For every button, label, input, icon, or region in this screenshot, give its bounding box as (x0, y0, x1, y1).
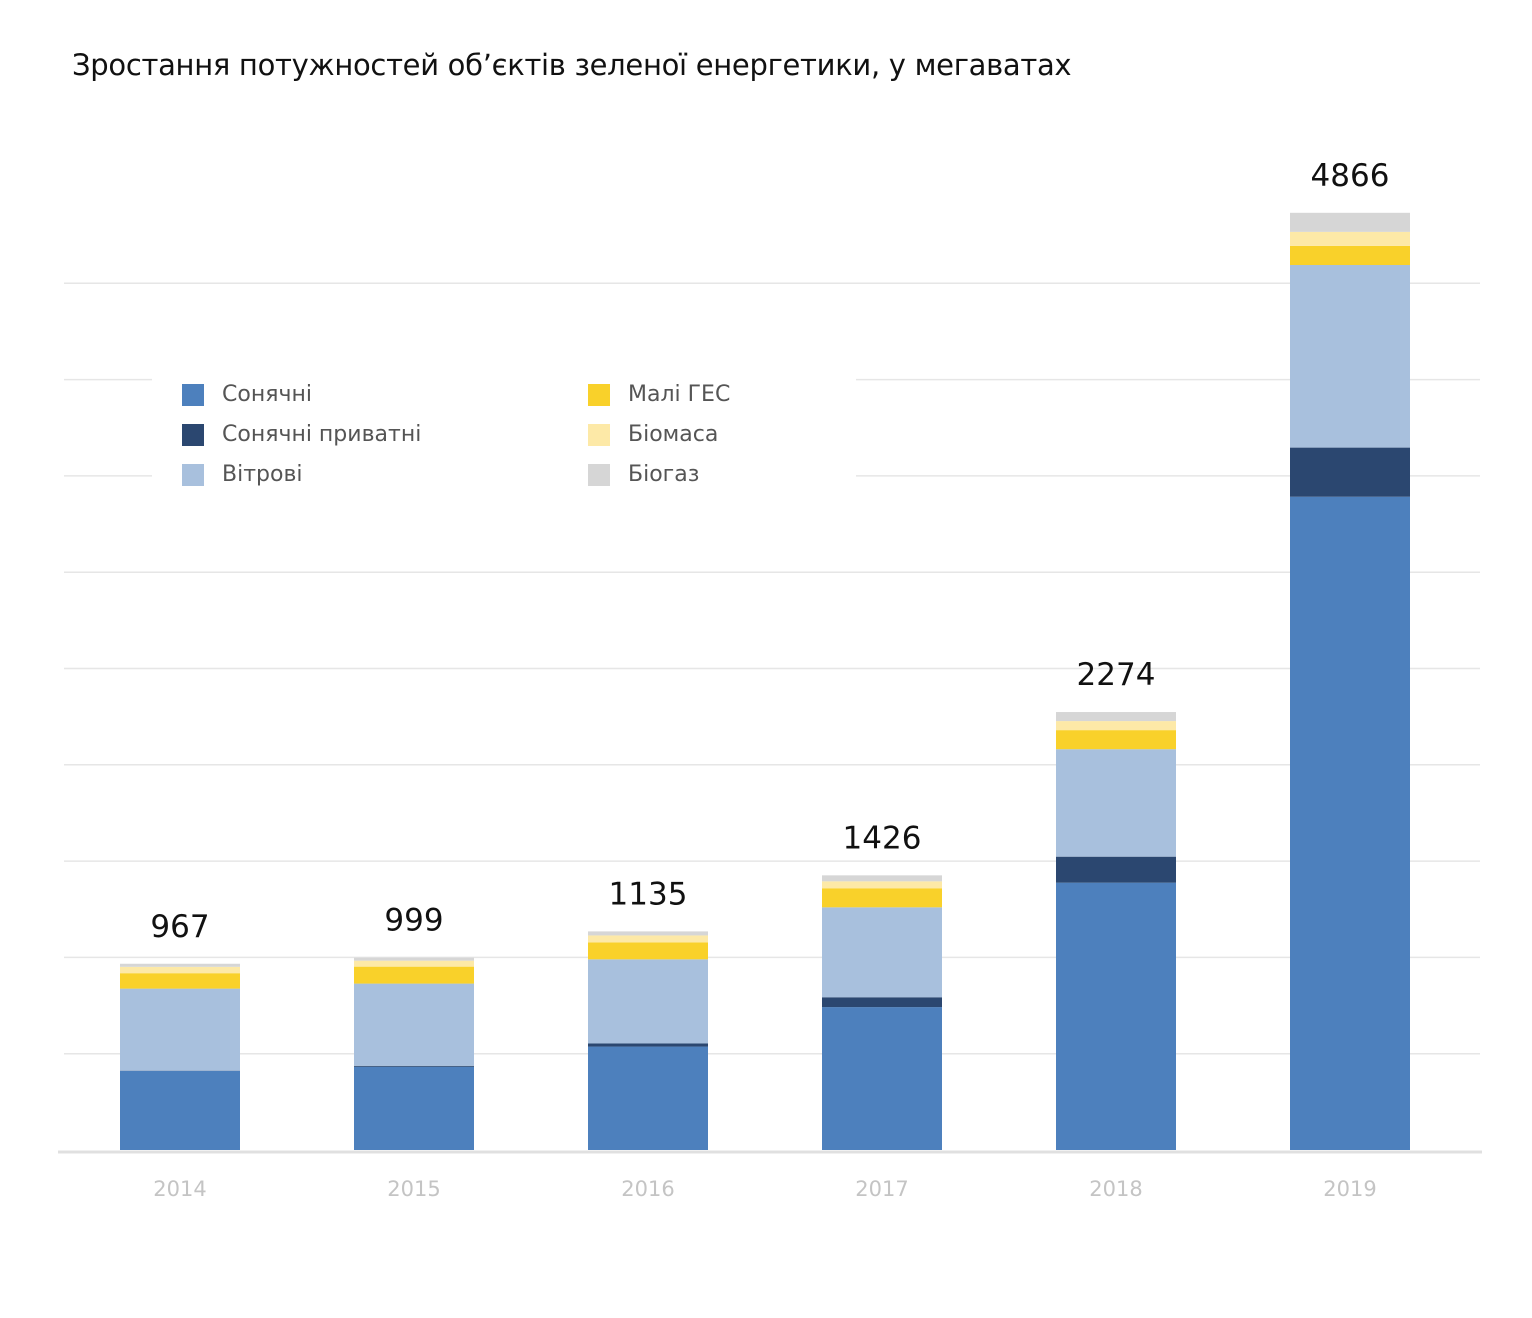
total-label: 967 (150, 909, 209, 945)
bar-segment (1290, 245, 1410, 266)
bar-segment (1056, 730, 1176, 750)
bar-segment (1290, 447, 1410, 497)
bar-segment (120, 963, 240, 967)
x-tick-label: 2016 (621, 1177, 674, 1201)
x-tick-label: 2018 (1089, 1177, 1142, 1201)
bar-segment (588, 1043, 708, 1047)
bar-segment (588, 959, 708, 1044)
legend-label: Сонячні (222, 382, 312, 407)
bar-segment (354, 983, 474, 1066)
bar-segment (1290, 496, 1410, 1150)
bar-segment (822, 1007, 942, 1150)
bar-segment (120, 966, 240, 974)
legend-item: Малі ГЕС (588, 382, 730, 407)
legend-swatch (588, 423, 610, 446)
bar-segment (120, 988, 240, 1071)
bar-segment (1056, 856, 1176, 883)
bar-segment (1290, 212, 1410, 232)
bar-segment (588, 942, 708, 960)
total-label: 2274 (1077, 657, 1156, 693)
bar-segment (120, 1070, 240, 1150)
legend-swatch (588, 463, 610, 486)
bar-segment (822, 881, 942, 889)
bar-segment (120, 973, 240, 989)
bar-segment (822, 997, 942, 1008)
legend-swatch (182, 463, 204, 486)
chart-title: Зростання потужностей об’єктів зеленої е… (72, 48, 1072, 82)
legend-label: Сонячні приватні (222, 422, 422, 447)
bar-segment (1056, 882, 1176, 1150)
x-tick-label: 2019 (1323, 1177, 1376, 1201)
x-tick-label: 2014 (153, 1177, 206, 1201)
total-label: 1135 (609, 876, 688, 912)
bar-segment (354, 960, 474, 967)
legend-item: Вітрові (182, 462, 303, 487)
total-label: 1426 (843, 820, 922, 856)
bar-segment (822, 888, 942, 908)
bar-segment (354, 1065, 474, 1067)
legend-label: Малі ГЕС (628, 382, 731, 407)
bar-segment (1056, 749, 1176, 857)
legend-label: Вітрові (222, 462, 303, 487)
bar-segment (588, 935, 708, 943)
bar-segment (1056, 712, 1176, 722)
total-label: 4866 (1311, 158, 1390, 194)
bar-segment (588, 931, 708, 936)
bar-segment (1290, 231, 1410, 246)
bar-segment (1290, 265, 1410, 448)
total-label: 999 (384, 903, 443, 939)
legend: Сонячні Сонячні приватні Вітрові Малі ГЕ… (152, 372, 856, 492)
legend-item: Біомаса (588, 422, 718, 447)
legend-item: Біогаз (588, 462, 699, 487)
bar-segment (822, 907, 942, 998)
legend-swatch (182, 423, 204, 446)
bar-segment (354, 1066, 474, 1150)
legend-swatch (182, 383, 204, 406)
x-tick-label: 2017 (855, 1177, 908, 1201)
legend-item: Сонячні приватні (182, 422, 421, 447)
legend-label: Біомаса (628, 422, 719, 447)
bar-segment (588, 1046, 708, 1150)
bar-segment (354, 957, 474, 961)
bar-segment (822, 875, 942, 882)
x-tick-label: 2015 (387, 1177, 440, 1201)
legend-swatch (588, 383, 610, 406)
bar-segment (1056, 721, 1176, 731)
bar-segment (354, 966, 474, 984)
legend-item: Сонячні (182, 382, 312, 407)
legend-label: Біогаз (628, 462, 700, 487)
